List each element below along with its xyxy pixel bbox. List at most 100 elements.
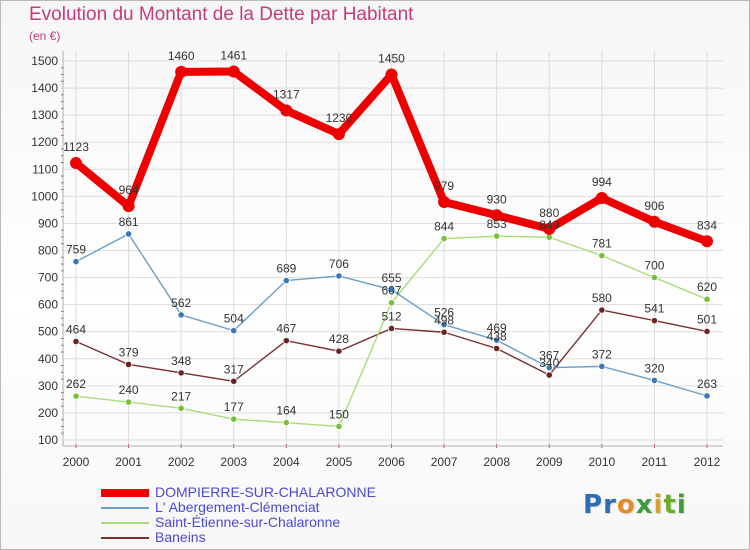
data-point	[438, 196, 451, 209]
data-point	[648, 215, 661, 228]
data-point	[387, 324, 396, 333]
data-point	[177, 311, 185, 319]
y-tick-label: 400	[38, 352, 58, 366]
data-point	[440, 234, 448, 243]
data-label: 1230	[326, 111, 353, 125]
data-label: 834	[697, 218, 717, 232]
data-point	[177, 404, 185, 412]
data-label: 504	[224, 312, 244, 326]
x-tick-label: 2012	[694, 455, 721, 469]
data-label: 541	[644, 302, 664, 316]
y-tick-label: 800	[38, 244, 58, 258]
data-label: 906	[644, 199, 664, 213]
data-label: 177	[224, 400, 244, 414]
data-label: 217	[171, 389, 191, 403]
x-tick-label: 2009	[536, 455, 563, 469]
x-tick-label: 2005	[326, 455, 353, 469]
data-label: 853	[487, 217, 507, 231]
data-label: 706	[329, 257, 349, 271]
data-label: 526	[434, 306, 454, 320]
data-point	[282, 276, 290, 285]
y-axis-ticks: 100 200 300 400 500 600 700 800 900 1000 1100 1200 1…	[31, 54, 58, 447]
x-tick-label: 2003	[220, 455, 247, 469]
logo-letter: x	[635, 490, 654, 520]
data-point	[598, 362, 606, 370]
data-point	[598, 252, 606, 260]
data-label: 1123	[63, 140, 89, 154]
data-point	[335, 347, 343, 355]
legend-swatch	[101, 522, 149, 524]
data-label: 501	[697, 312, 717, 326]
data-label: 150	[329, 407, 349, 421]
data-point	[282, 337, 290, 345]
logo-letter: i	[653, 490, 664, 520]
y-tick-label: 700	[38, 271, 58, 285]
series-group	[70, 65, 713, 431]
x-tick-label: 2008	[483, 455, 510, 469]
data-label: 428	[329, 332, 349, 346]
y-tick-label: 1200	[31, 135, 58, 149]
data-label: 438	[487, 329, 507, 343]
logo-letter: r	[603, 490, 617, 520]
y-tick-label: 500	[38, 325, 58, 339]
data-labels: 1123 964 1460 1461 1317 1230 1450 979 930 880 994 9…	[63, 49, 717, 422]
legend-swatch	[101, 489, 149, 497]
proxiti-logo: Proxiti	[583, 490, 687, 520]
y-tick-label: 1000	[31, 189, 58, 203]
data-label: 464	[66, 322, 86, 336]
data-label: 1450	[378, 52, 405, 66]
x-tick-label: 2001	[115, 455, 142, 469]
x-axis-ticks: 2000 2001 2002 2003 2004 2005 2006 2007 2008 2009…	[63, 455, 721, 469]
data-label: 1461	[220, 49, 247, 63]
data-point	[701, 235, 713, 248]
data-point	[545, 371, 553, 379]
data-label: 240	[119, 383, 139, 397]
y-tick-label: 600	[38, 298, 58, 312]
data-label: 1317	[273, 88, 300, 102]
y-tick-label: 100	[38, 433, 58, 447]
data-label: 994	[592, 175, 612, 189]
axes	[61, 51, 723, 448]
data-label: 979	[434, 179, 454, 193]
y-tick-label: 1100	[32, 162, 58, 176]
data-label: 930	[487, 192, 507, 206]
data-point	[227, 65, 240, 78]
data-point	[124, 230, 133, 238]
x-tick-label: 2006	[378, 455, 405, 469]
data-point	[650, 317, 659, 325]
data-point	[493, 232, 501, 240]
data-point	[703, 295, 711, 303]
unit-label: (en €)	[29, 29, 61, 43]
data-label: 263	[697, 377, 717, 391]
data-label: 379	[119, 345, 139, 359]
data-label: 700	[644, 259, 664, 273]
data-label: 367	[539, 349, 559, 363]
legend-swatch	[101, 537, 149, 539]
y-tick-label: 900	[38, 216, 58, 230]
y-tick-label: 300	[38, 379, 58, 393]
data-point	[490, 209, 503, 222]
legend-label: L' Abergement-Clémenciat	[155, 499, 320, 515]
data-point	[124, 398, 133, 406]
data-label: 317	[224, 362, 244, 376]
y-tick-label: 200	[38, 406, 58, 420]
data-point	[72, 337, 80, 346]
data-label: 1460	[168, 49, 195, 63]
data-point	[598, 306, 606, 314]
x-tick-label: 2011	[642, 455, 668, 469]
data-label: 781	[592, 237, 612, 251]
data-point	[332, 128, 345, 141]
data-point	[387, 299, 396, 307]
data-point	[335, 422, 343, 431]
data-point	[650, 273, 659, 282]
data-point	[72, 257, 80, 266]
data-point	[282, 419, 290, 427]
data-label: 580	[592, 291, 612, 305]
logo-letter: P	[583, 490, 604, 520]
data-point	[280, 104, 293, 117]
logo-letter: i	[676, 490, 687, 520]
y-tick-label: 1400	[31, 81, 58, 95]
data-point	[440, 328, 448, 336]
chart-title: Evolution du Montant de la Dette par Hab…	[29, 4, 414, 25]
